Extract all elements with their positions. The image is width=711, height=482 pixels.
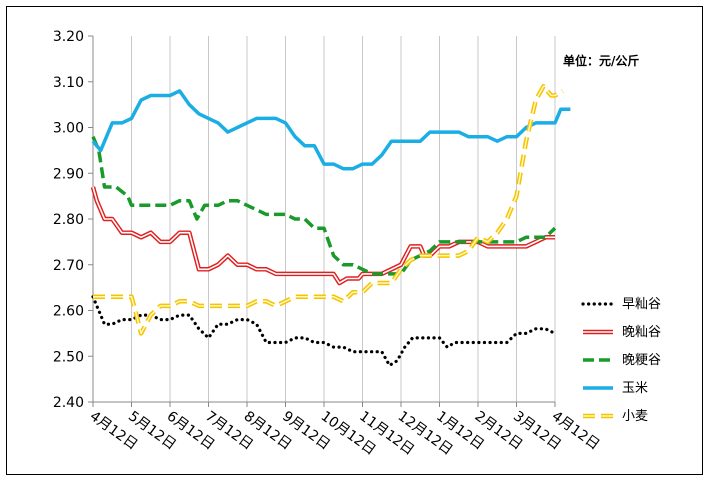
x-axis-ticks: 4月12日5月12日6月12日7月12日8月12日9月12日10月12日11月1… — [87, 402, 602, 459]
series-late-japonica — [91, 136, 557, 276]
y-tick-label: 2.80 — [53, 212, 84, 228]
series-line-wheat — [93, 84, 564, 336]
legend-item-early-indica: 早籼谷 — [581, 297, 661, 312]
legend-label: 早籼谷 — [622, 297, 661, 312]
legend-label: 玉米 — [622, 381, 648, 396]
legend-label: 小麦 — [622, 409, 648, 424]
series-wheat — [93, 84, 564, 336]
legend-item-corn: 玉米 — [583, 381, 648, 396]
legend-item-wheat: 小麦 — [583, 409, 648, 424]
series-layer — [90, 84, 571, 367]
series-corn — [91, 89, 571, 171]
y-tick-label: 2.40 — [53, 395, 84, 411]
y-axis-ticks: 2.40 2.50 2.60 2.70 2.80 2.90 3.00 3.10 3.20 — [53, 29, 93, 411]
legend-label: 晚籼谷 — [622, 325, 661, 340]
y-tick-label: 3.20 — [53, 29, 84, 45]
unit-label: 单位：元/公斤 — [563, 53, 639, 68]
legend-item-late-indica: 晚籼谷 — [583, 325, 661, 340]
y-tick-label: 3.10 — [53, 75, 84, 91]
y-tick-label: 2.70 — [53, 258, 84, 274]
series-early-indica — [91, 295, 557, 367]
series-line-corn — [91, 89, 571, 171]
y-tick-label: 2.60 — [53, 304, 84, 320]
series-line-inner-wheat — [93, 85, 564, 335]
series-line-late-japonica — [91, 136, 557, 276]
y-tick-label: 2.90 — [53, 166, 84, 182]
legend-item-late-japonica: 晚粳谷 — [583, 353, 661, 368]
series-line-early-indica — [91, 295, 557, 367]
legend-label: 晚粳谷 — [622, 353, 661, 368]
y-tick-label: 3.00 — [53, 121, 84, 137]
chart-frame — [6, 6, 703, 475]
y-tick-label: 2.50 — [53, 349, 84, 365]
